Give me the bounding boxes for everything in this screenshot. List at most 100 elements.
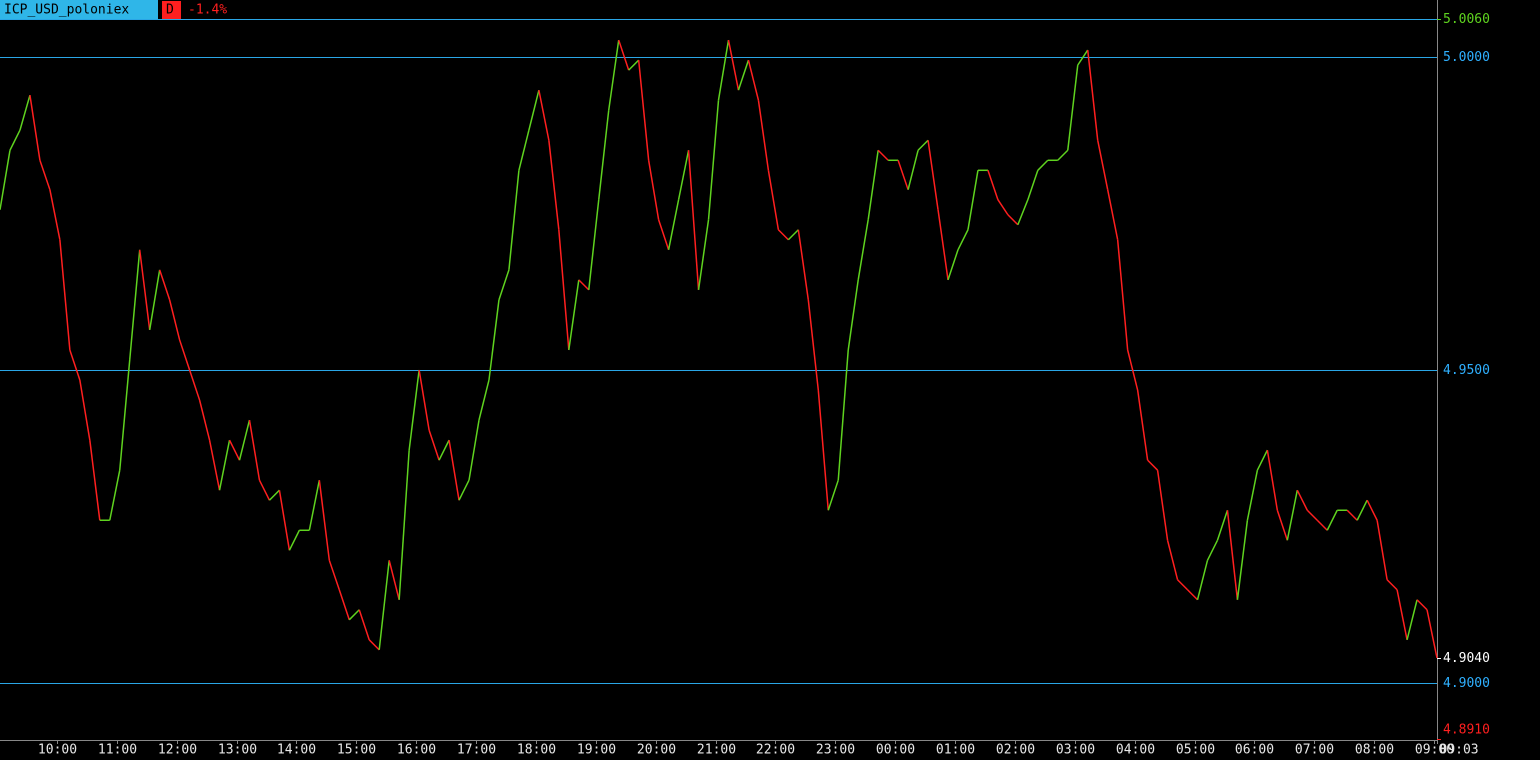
- price-segment: [208, 439, 221, 491]
- x-tick-label: 08:00: [1355, 743, 1394, 758]
- price-segment: [59, 239, 71, 351]
- price-segment: [49, 189, 61, 240]
- timeframe: D: [166, 3, 174, 18]
- price-segment: [238, 419, 251, 461]
- price-segment: [448, 439, 460, 501]
- price-segment: [767, 170, 780, 230]
- price-segment: [917, 139, 929, 151]
- price-segment: [488, 299, 500, 381]
- price-segment: [1057, 149, 1069, 161]
- x-tick-label: 18:00: [517, 743, 556, 758]
- price-segment: [528, 89, 540, 131]
- price-segment: [947, 249, 959, 281]
- price-segment: [877, 149, 889, 161]
- price-segment: [248, 419, 261, 481]
- price-segment: [1116, 239, 1129, 351]
- x-tick-label: 13:00: [218, 743, 257, 758]
- price-segment: [39, 160, 51, 190]
- price-segment: [478, 379, 490, 421]
- price-segment: [558, 229, 570, 351]
- price-segment: [1296, 489, 1308, 511]
- price-segment: [737, 59, 750, 91]
- price-segment: [498, 269, 510, 301]
- price-segment: [897, 160, 909, 190]
- price-segment: [188, 369, 201, 401]
- price-segment: [747, 59, 760, 101]
- price-segment: [198, 399, 211, 441]
- price-segment: [807, 299, 820, 391]
- x-tick-label: 12:00: [158, 743, 197, 758]
- price-segment: [1126, 349, 1139, 391]
- price-segment: [1266, 450, 1279, 511]
- price-segment: [1086, 50, 1099, 141]
- symbol: ICP_USD_poloniex: [4, 3, 129, 18]
- y-tick-label: 4.9500: [1443, 363, 1490, 378]
- price-segment: [667, 199, 680, 250]
- price-segment: [1216, 510, 1229, 541]
- x-tick-label: 04:00: [1116, 743, 1155, 758]
- price-segment: [418, 369, 430, 431]
- price-segment: [637, 60, 650, 161]
- price-segment: [538, 90, 550, 141]
- price-segment: [158, 269, 171, 301]
- price-segment: [69, 349, 81, 381]
- price-segment: [79, 379, 91, 441]
- price-segment: [827, 479, 839, 511]
- price-segment: [937, 209, 949, 280]
- price-segment: [647, 160, 660, 220]
- price-segment: [1037, 159, 1049, 171]
- x-tick-label: 01:00: [936, 743, 975, 758]
- price-segment: [1406, 599, 1418, 641]
- price-segment: [428, 429, 440, 461]
- price-segment: [458, 479, 470, 501]
- price-segment: [438, 439, 450, 461]
- price-segment: [268, 489, 280, 501]
- price-segment: [837, 349, 849, 481]
- price-segment: [1206, 539, 1219, 561]
- price-segment: [89, 440, 101, 521]
- price-segment: [518, 130, 530, 171]
- price-segment: [1276, 510, 1289, 541]
- x-tick-label: 23:00: [816, 743, 855, 758]
- price-segment: [817, 389, 830, 511]
- x-tick-label: 10:00: [38, 743, 77, 758]
- price-segment: [19, 94, 31, 131]
- last-label: 4.9040: [1443, 651, 1490, 666]
- price-segment: [548, 140, 560, 230]
- price-segment: [697, 219, 710, 290]
- x-tick-label: 16:00: [397, 743, 436, 758]
- price-segment: [987, 170, 999, 200]
- price-segment: [927, 140, 939, 210]
- price-segment: [1366, 499, 1378, 521]
- price-segment: [578, 279, 590, 291]
- x-tick-label: 09:03: [1440, 743, 1479, 758]
- price-segment: [368, 639, 380, 651]
- price-segment: [148, 269, 161, 331]
- price-segment: [997, 199, 1009, 216]
- price-segment: [707, 100, 720, 220]
- x-tick-label: 17:00: [457, 743, 496, 758]
- x-tick-label: 00:00: [876, 743, 915, 758]
- price-segment: [0, 150, 11, 210]
- price-segment: [907, 150, 919, 190]
- price-segment: [258, 479, 271, 501]
- price-segment: [1236, 520, 1249, 600]
- price-segment: [628, 59, 640, 71]
- price-segment: [677, 150, 690, 200]
- price-segment: [288, 529, 301, 551]
- x-tick-label: 22:00: [756, 743, 795, 758]
- x-tick-label: 15:00: [337, 743, 376, 758]
- price-segment: [1256, 449, 1269, 471]
- price-segment: [378, 560, 390, 650]
- price-segment: [1286, 490, 1299, 541]
- price-segment: [757, 100, 770, 171]
- price-segment: [787, 229, 799, 241]
- price-segment: [1426, 609, 1438, 659]
- price-segment: [957, 229, 969, 251]
- price-segment: [1316, 519, 1328, 531]
- price-segment: [727, 39, 740, 91]
- price-segment: [1156, 470, 1169, 541]
